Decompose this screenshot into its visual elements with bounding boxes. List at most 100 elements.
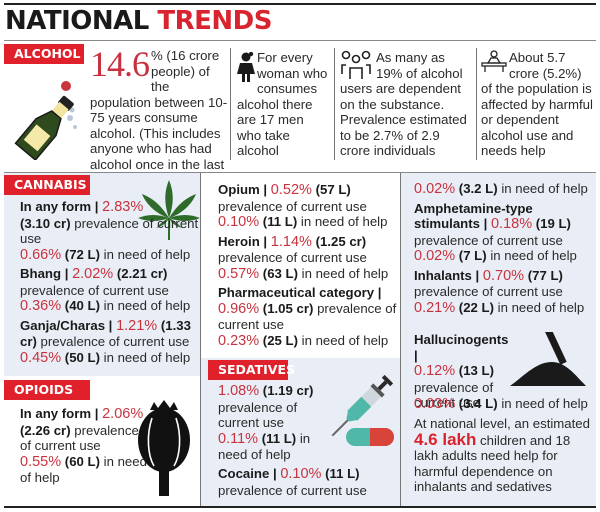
help-percent: 0.02% xyxy=(414,248,456,264)
heroin-entry: Heroin | 1.14% (1.25 cr) prevalence of c… xyxy=(218,234,398,283)
help-count: (25 L) xyxy=(262,332,298,348)
alcohol-harm-stat: About 5.7 crore (5.2%) of the population… xyxy=(481,50,595,159)
entry-label: Opium | xyxy=(218,182,268,197)
entry-count: (2.21 cr) xyxy=(116,266,168,281)
entry-desc: prevalence of current use xyxy=(218,399,298,431)
entry-label: Heroin | xyxy=(218,233,268,249)
entry-desc: prevalence of current use xyxy=(20,282,169,298)
help-desc: in need of help xyxy=(20,453,147,486)
entry-desc: prevalence of current use xyxy=(218,482,367,498)
divider xyxy=(400,173,401,506)
entry-percent: 2.06% xyxy=(102,406,144,422)
bottom-rule xyxy=(4,506,596,508)
entry-percent: 2.83% xyxy=(102,199,144,215)
cannabis-ganja-entry: Ganja/Charas | 1.21% (1.33 cr) prevalenc… xyxy=(20,318,200,367)
woman-icon xyxy=(237,52,255,82)
entry-percent: 1.14% xyxy=(270,233,312,250)
entry-count: (57 L) xyxy=(315,182,351,197)
help-percent: 0.57% xyxy=(218,265,260,282)
help-count: (11 L) xyxy=(262,214,298,229)
entry-percent: 0.52% xyxy=(270,182,312,198)
amphetamine-entry: Amphetamine-type stimulants | 0.18% (19 … xyxy=(414,201,596,265)
help-count: (60 L) xyxy=(64,453,100,469)
opioids-any-form-entry: In any form | 2.06% (2.26 cr) prevalence… xyxy=(20,406,148,486)
entry-percent: 0.10% xyxy=(280,466,322,482)
help-count: (7 L) xyxy=(458,248,487,263)
entry-label: In any form | xyxy=(20,199,99,214)
top-rule xyxy=(4,3,596,5)
cannabis-bhang-entry: Bhang | 2.02% (2.21 cr) prevalence of cu… xyxy=(20,266,200,315)
help-count: (3.4 L) xyxy=(458,396,498,411)
entry-desc: prevalence of current use xyxy=(218,250,367,265)
help-desc: in need of help xyxy=(218,430,311,463)
entry-label: Ganja/Charas | xyxy=(20,317,113,333)
cocaine-entry: Cocaine | 0.10% (11 L) prevalence of cur… xyxy=(218,466,398,498)
entry-desc: prevalence of current use xyxy=(414,284,563,299)
hallucinogens-help: 0.03% (3.4 L) in need of help xyxy=(414,396,596,413)
entry-count: (1.05 cr) xyxy=(262,300,314,316)
pharmaceutical-entry: Pharmaceutical category | 0.96% (1.05 cr… xyxy=(218,285,398,349)
footer-suffix: children and 18 lakh adults need help fo… xyxy=(414,432,571,495)
help-percent: 0.23% xyxy=(218,332,260,349)
entry-desc: prevalence of current use xyxy=(40,334,190,349)
entry-desc: prevalence of current use xyxy=(218,300,397,333)
syringe-pill-icon xyxy=(326,370,398,450)
alcohol-harm-text: About 5.7 crore (5.2%) of the population… xyxy=(481,50,593,158)
inhalants-entry: Inhalants | 0.70% (77 L) prevalence of c… xyxy=(414,268,596,317)
entry-percent: 1.21% xyxy=(116,317,158,334)
cannabis-any-form-entry: In any form | 2.83% (3.10 cr) prevalence… xyxy=(20,199,200,263)
national-footer-note: At national level, an estimated 4.6 lakh… xyxy=(414,416,596,495)
alcohol-gender-stat: For every woman who consumes alcohol the… xyxy=(237,50,329,159)
poppy-pod-icon xyxy=(136,400,192,496)
help-percent: 0.10% xyxy=(218,214,260,230)
people-group-icon xyxy=(340,50,372,80)
help-desc: in need of help xyxy=(490,248,577,263)
help-desc: in need of help xyxy=(501,396,588,411)
entry-label: Inhalants | xyxy=(414,267,480,283)
opioid-detail-entries: Opium | 0.52% (57 L) prevalence of curre… xyxy=(218,182,398,352)
cannabis-tag: CANNABIS xyxy=(4,175,90,195)
entry-count: (77 L) xyxy=(527,267,563,283)
help-count: (63 L) xyxy=(262,265,298,281)
alcohol-tag: ALCOHOL xyxy=(4,44,84,64)
divider xyxy=(334,48,335,160)
entry-percent: 0.96% xyxy=(218,300,260,317)
help-desc: in need of help xyxy=(103,246,191,262)
help-percent: 0.66% xyxy=(20,246,62,263)
entry-count: (19 L) xyxy=(535,216,571,231)
help-count: (3.2 L) xyxy=(458,181,498,196)
help-percent: 0.36% xyxy=(20,298,62,314)
footer-prefix: At national level, an estimated xyxy=(414,416,590,431)
entry-count: (1.19 cr) xyxy=(262,383,314,398)
entry-desc: prevalence of current use xyxy=(414,232,563,248)
help-percent: 0.11% xyxy=(218,430,259,447)
help-counselling-icon xyxy=(481,50,507,72)
help-percent: 0.02% xyxy=(414,181,456,197)
help-count: (50 L) xyxy=(64,349,100,365)
divider xyxy=(476,48,477,160)
entry-desc: prevalence of current use xyxy=(414,379,494,411)
entry-label: In any form | xyxy=(20,406,99,421)
entry-desc: prevalence of current use xyxy=(20,215,199,247)
alcohol-big-number: 14.6 xyxy=(90,44,150,84)
title-rule xyxy=(4,40,596,41)
cocaine-help-entry: 0.02% (3.2 L) in need of help xyxy=(414,181,596,198)
cannabis-leaf-icon xyxy=(138,178,200,240)
right-panel xyxy=(401,173,596,506)
opium-entry: Opium | 0.52% (57 L) prevalence of curre… xyxy=(218,182,398,231)
help-count: (11 L) xyxy=(261,430,297,446)
alcohol-dependence-stat: As many as 19% of alcohol users are depe… xyxy=(340,50,472,159)
sedatives-main-entry: 1.08% (1.19 cr) prevalence of current us… xyxy=(218,383,328,463)
entry-count: (1.25 cr) xyxy=(315,233,367,249)
entry-percent: 1.08% xyxy=(218,383,260,399)
entry-percent: 0.70% xyxy=(482,267,525,284)
entry-label: Amphetamine-type stimulants | xyxy=(414,200,533,232)
entry-count: (11 L) xyxy=(325,466,360,481)
help-desc: in need of help xyxy=(103,349,191,365)
help-count: (22 L) xyxy=(458,299,494,315)
help-desc: in need of help xyxy=(300,214,388,229)
entry-percent: 0.12% xyxy=(414,363,456,379)
footer-highlight: 4.6 lakh xyxy=(414,429,477,449)
entry-percent: 0.18% xyxy=(490,216,533,232)
alcohol-gender-text: For every woman who consumes alcohol the… xyxy=(237,50,328,158)
